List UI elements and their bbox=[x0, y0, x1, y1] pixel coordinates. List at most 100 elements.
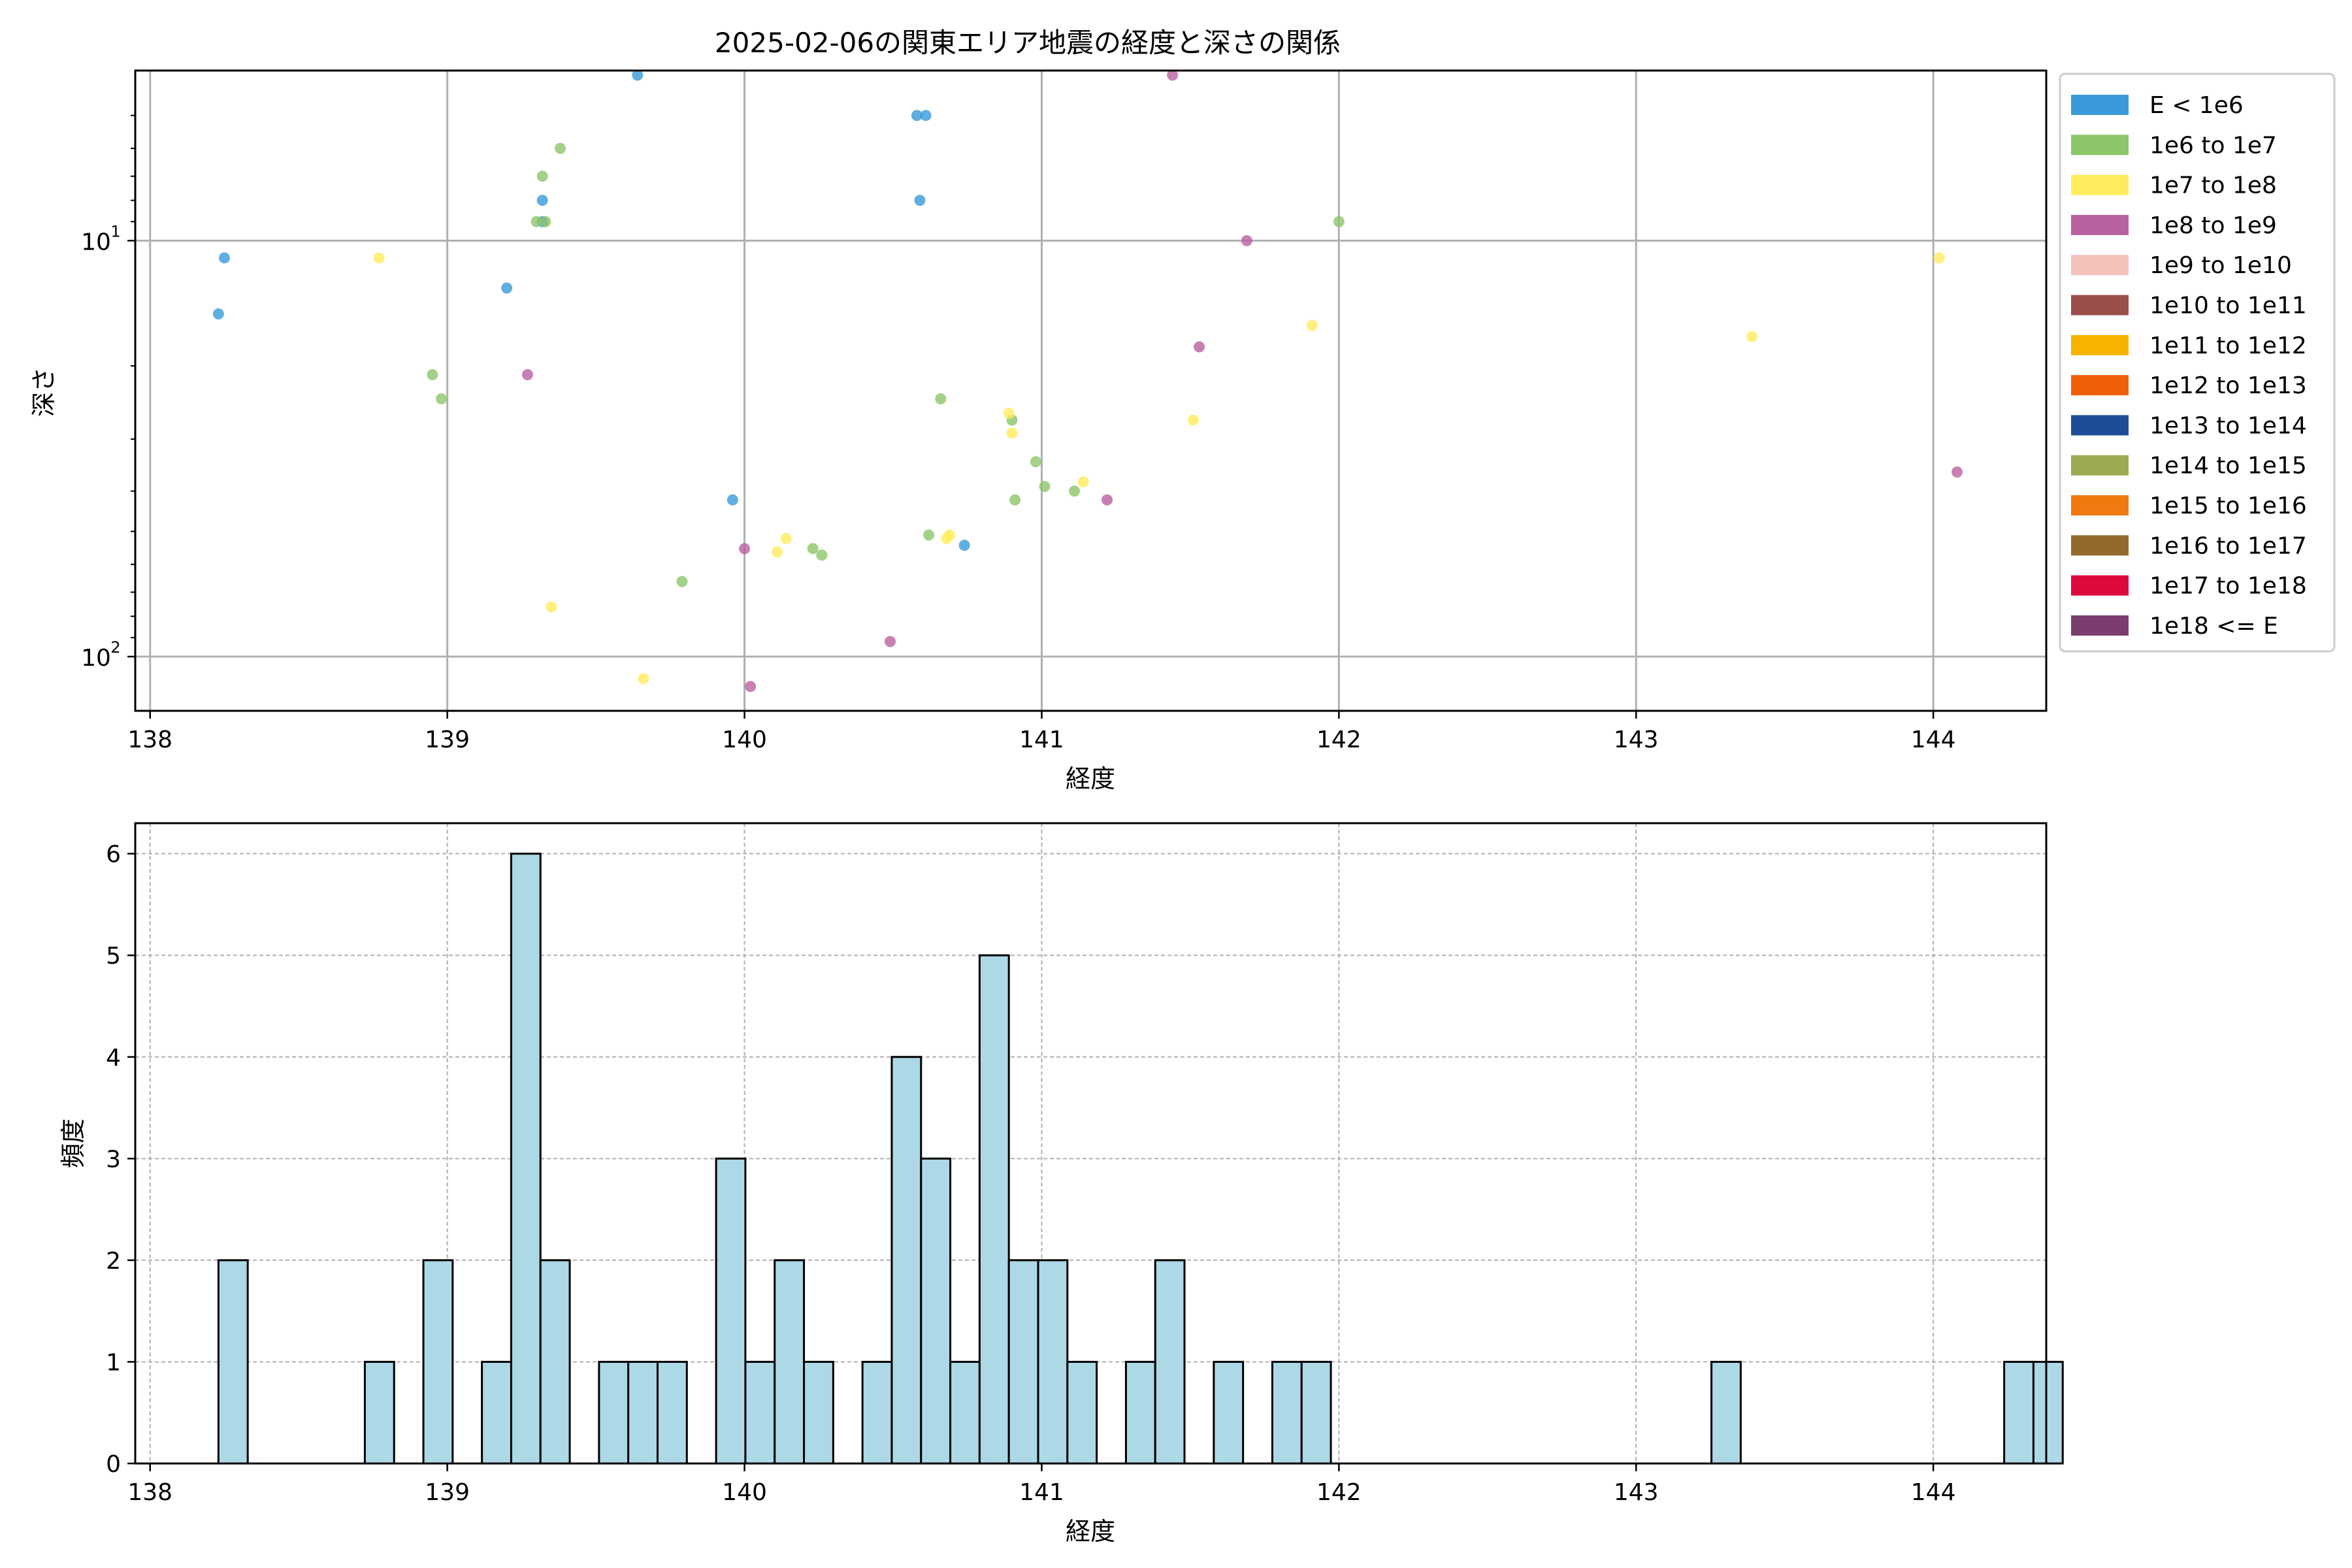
legend-label: 1e14 to 1e15 bbox=[2149, 453, 2307, 480]
scatter-x-ticks: 138 139 140 141 142 143 144 bbox=[127, 711, 1955, 753]
scatter-point bbox=[1039, 481, 1051, 493]
histogram-bar bbox=[861, 1360, 893, 1465]
scatter-x-tick-label: 138 bbox=[127, 727, 172, 753]
scatter-point bbox=[555, 142, 566, 154]
scatter-x-tick-label: 140 bbox=[722, 727, 767, 753]
chart-title: 2025-02-06の関東エリア地震の経度と深さの関係 bbox=[715, 27, 1341, 59]
histogram-y-tick-label: 0 bbox=[106, 1451, 121, 1478]
scatter-point bbox=[745, 681, 757, 693]
histogram-y-axis-label: 頻度 bbox=[59, 1119, 88, 1168]
scatter-point bbox=[1003, 408, 1015, 419]
scatter-point bbox=[935, 393, 947, 404]
scatter-point bbox=[923, 529, 935, 541]
scatter-point bbox=[427, 369, 438, 381]
legend-swatch bbox=[2071, 415, 2129, 436]
legend-swatch bbox=[2071, 495, 2129, 515]
scatter-point bbox=[546, 601, 557, 613]
histogram-bar bbox=[2032, 1360, 2064, 1465]
histogram-bar bbox=[920, 1157, 952, 1465]
scatter-point bbox=[536, 195, 548, 206]
legend-swatch bbox=[2071, 455, 2129, 476]
histogram-bar bbox=[656, 1360, 688, 1465]
histogram-bar bbox=[510, 853, 542, 1465]
histogram-x-tick-label: 138 bbox=[127, 1479, 172, 1506]
histogram-bar bbox=[774, 1259, 806, 1465]
legend-swatch bbox=[2071, 295, 2129, 316]
scatter-point bbox=[911, 110, 923, 122]
scatter-y-axis-label: 深さ bbox=[29, 367, 58, 417]
histogram-bar bbox=[1124, 1360, 1156, 1465]
scatter-point bbox=[632, 69, 644, 81]
scatter-plot-frame bbox=[134, 69, 2048, 712]
histogram-bar bbox=[217, 1259, 249, 1465]
histogram-y-ticks: 0 1 2 3 4 5 6 bbox=[106, 841, 135, 1478]
scatter-grid bbox=[135, 71, 2046, 711]
scatter-y-tick-label: 10 bbox=[81, 645, 111, 672]
scatter-point bbox=[531, 216, 542, 227]
scatter-point bbox=[739, 543, 751, 555]
histogram-x-ticks: 138 139 140 141 142 143 144 bbox=[127, 1463, 1955, 1506]
scatter-point bbox=[816, 549, 828, 561]
scatter-point bbox=[958, 540, 970, 551]
histogram-bar bbox=[1271, 1360, 1303, 1465]
scatter-point bbox=[807, 543, 819, 555]
legend-label: 1e12 to 1e13 bbox=[2149, 372, 2307, 399]
legend-label: 1e6 to 1e7 bbox=[2149, 132, 2277, 159]
histogram-x-tick-label: 141 bbox=[1019, 1479, 1064, 1506]
scatter-y-tick-label: 10 bbox=[81, 229, 111, 255]
histogram-bar bbox=[627, 1360, 659, 1465]
scatter-point bbox=[1167, 69, 1179, 81]
histogram-x-tick-label: 139 bbox=[425, 1479, 470, 1506]
scatter-point bbox=[373, 252, 385, 264]
scatter-point bbox=[780, 532, 792, 544]
histogram-bar bbox=[715, 1157, 747, 1465]
scatter-point bbox=[1102, 494, 1113, 506]
scatter-points bbox=[212, 69, 1963, 693]
legend-swatch bbox=[2071, 535, 2129, 556]
histogram-bar bbox=[949, 1360, 981, 1465]
histogram-bar bbox=[803, 1360, 834, 1465]
scatter-y-tick-exponent: 2 bbox=[110, 638, 120, 657]
scatter-point bbox=[1306, 319, 1318, 331]
legend-swatch bbox=[2071, 375, 2129, 396]
scatter-point bbox=[772, 546, 783, 558]
scatter-point bbox=[638, 673, 649, 685]
histogram-y-tick-label: 6 bbox=[106, 841, 121, 868]
scatter-x-tick-label: 142 bbox=[1316, 727, 1362, 753]
histogram-bar bbox=[890, 1056, 923, 1465]
legend-swatch bbox=[2071, 335, 2129, 355]
scatter-point bbox=[914, 195, 926, 206]
legend-label: E < 1e6 bbox=[2149, 92, 2244, 119]
legend-label: 1e13 to 1e14 bbox=[2149, 412, 2307, 439]
histogram-bar bbox=[363, 1360, 395, 1465]
scatter-point bbox=[884, 636, 896, 647]
histogram-bars bbox=[217, 853, 2064, 1465]
legend-label: 1e10 to 1e11 bbox=[2149, 293, 2307, 319]
scatter-point bbox=[727, 494, 738, 506]
histogram-chart: 138 139 140 141 142 143 144 0 1 2 3 4 5 6 経度 頻度 bbox=[59, 822, 2064, 1546]
histogram-y-tick-label: 3 bbox=[106, 1146, 121, 1173]
histogram-y-tick-label: 5 bbox=[106, 943, 121, 970]
scatter-point bbox=[212, 308, 224, 319]
histogram-y-tick-label: 1 bbox=[106, 1349, 121, 1376]
scatter-point bbox=[218, 252, 230, 264]
scatter-point bbox=[1952, 466, 1963, 478]
scatter-point bbox=[676, 576, 688, 587]
scatter-point bbox=[1933, 252, 1945, 264]
scatter-point bbox=[1241, 235, 1252, 246]
histogram-bar bbox=[1710, 1360, 1742, 1465]
legend-swatch bbox=[2071, 255, 2129, 276]
legend-frame bbox=[2059, 73, 2336, 653]
histogram-x-tick-label: 143 bbox=[1614, 1479, 1659, 1506]
scatter-point bbox=[540, 216, 551, 227]
scatter-point bbox=[1746, 331, 1758, 342]
legend-swatch bbox=[2071, 174, 2129, 195]
histogram-bar bbox=[1066, 1360, 1098, 1465]
scatter-point bbox=[920, 110, 932, 122]
legend-label: 1e8 to 1e9 bbox=[2149, 212, 2277, 239]
scatter-chart: 2025-02-06の関東エリア地震の経度と深さの関係 138 139 140 141… bbox=[29, 27, 2336, 793]
histogram-bar bbox=[1007, 1259, 1039, 1465]
scatter-point bbox=[1194, 341, 1205, 353]
legend-label: 1e17 to 1e18 bbox=[2149, 573, 2307, 600]
